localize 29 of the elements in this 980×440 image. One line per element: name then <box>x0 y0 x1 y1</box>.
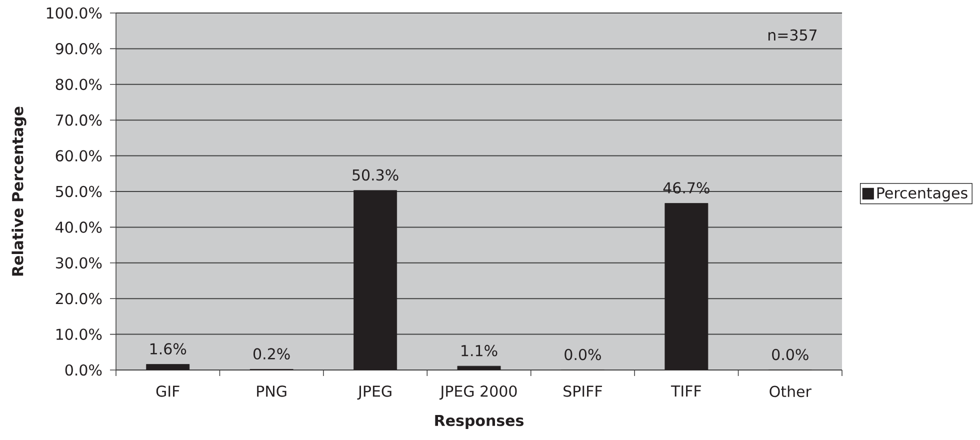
y-axis-title: Relative Percentage <box>12 106 26 276</box>
y-tick-label: 30.0% <box>56 257 102 269</box>
x-axis-title: Responses <box>435 414 524 430</box>
annotation: n=357 <box>768 29 817 41</box>
y-tick-label: 50.0% <box>56 186 102 198</box>
data-label: 0.0% <box>772 348 808 360</box>
x-tick-label: Other <box>770 386 812 398</box>
y-tick-label: 100.0% <box>46 7 102 19</box>
data-label: 1.6% <box>150 343 186 355</box>
y-tick-label: 0.0% <box>65 364 102 376</box>
y-tick-label: 20.0% <box>56 292 102 304</box>
y-tick-label: 70.0% <box>56 114 102 126</box>
x-tick-label: JPEG <box>357 386 392 400</box>
x-tick-label: SPIFF <box>564 386 602 397</box>
y-tick-label: 90.0% <box>56 43 102 54</box>
data-label: 50.3% <box>352 169 398 181</box>
x-tick-label: JPEG 2000 <box>439 386 517 400</box>
data-label: 1.1% <box>462 344 498 356</box>
data-label: 0.2% <box>254 348 290 360</box>
y-tick-label: 10.0% <box>56 328 102 340</box>
y-tick-label: 80.0% <box>56 78 102 90</box>
legend-label: Percentages <box>877 187 968 202</box>
data-label: 0.0% <box>564 348 601 360</box>
y-tick-label: 60.0% <box>56 150 102 162</box>
data-label: 46.7% <box>663 182 710 194</box>
x-tick-label: TIFF <box>670 386 701 396</box>
y-tick-label: 40.0% <box>56 222 102 233</box>
x-tick-label: GIF <box>156 386 180 397</box>
x-tick-label: PNG <box>257 386 286 397</box>
